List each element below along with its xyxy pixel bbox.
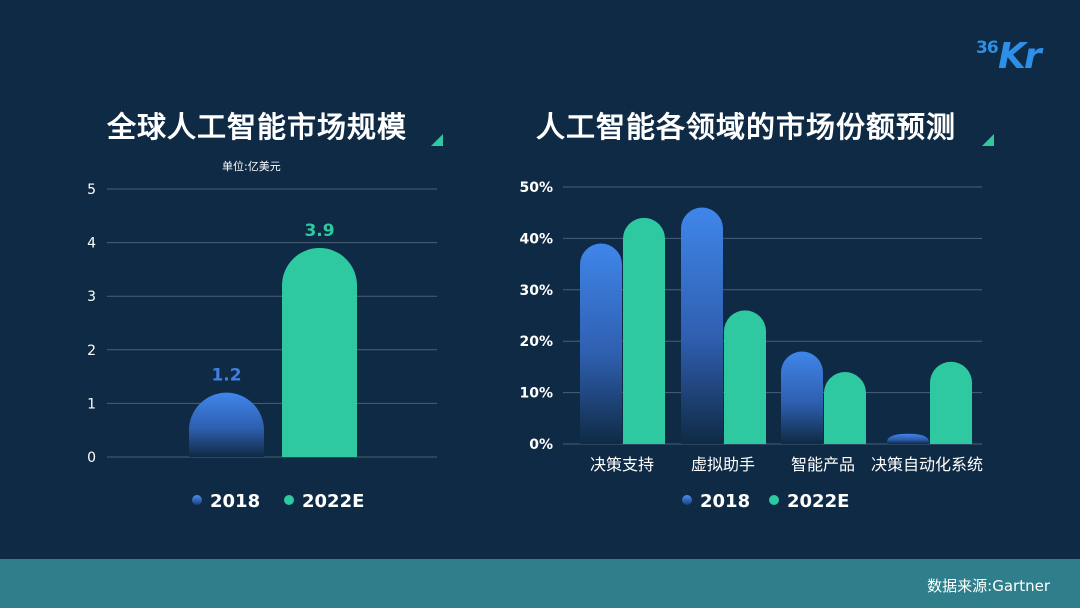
charts-canvas: 0 1 2 3 4 5 1.2 3.9 2018 2022E 0% 10% 20% 30% 40% 50% 决… xyxy=(87,180,983,512)
right-bar-2018-虚拟助手 xyxy=(681,207,723,444)
data-source: 数据来源:Gartner xyxy=(927,577,1050,595)
right-x-tick-label: 虚拟助手 xyxy=(691,455,755,474)
logo-number: 36 xyxy=(976,38,999,58)
right-y-tick-label: 50% xyxy=(519,180,553,196)
left-y-tick-label: 0 xyxy=(87,450,96,466)
right-bar-2022E-智能产品 xyxy=(824,372,866,444)
right-y-tick-label: 20% xyxy=(519,334,553,350)
left-bar-chart: 0 1 2 3 4 5 1.2 3.9 2018 2022E xyxy=(87,182,437,512)
left-y-tick-label: 5 xyxy=(87,182,96,198)
right-y-tick-label: 40% xyxy=(519,231,553,247)
left-title-corner-mark xyxy=(431,134,443,146)
left-y-tick-label: 1 xyxy=(87,396,96,412)
left-bar-2018 xyxy=(189,392,264,457)
left-y-tick-label: 2 xyxy=(87,343,96,359)
right-legend-marker-2022E xyxy=(769,495,779,505)
right-legend-label: 2022E xyxy=(787,491,849,512)
right-title-corner-mark xyxy=(982,134,994,146)
footer-bar: 数据来源:Gartner xyxy=(0,559,1080,608)
right-bar-2022E-决策自动化系统 xyxy=(930,361,972,444)
right-bar-2018-决策自动化系统 xyxy=(887,433,929,444)
right-legend-label: 2018 xyxy=(700,491,750,512)
right-y-tick-label: 0% xyxy=(529,437,553,453)
left-y-tick-label: 4 xyxy=(87,236,96,252)
right-y-tick-label: 30% xyxy=(519,283,553,299)
left-chart-title: 全球人工智能市场规模 xyxy=(107,110,408,144)
left-y-tick-label: 3 xyxy=(87,289,96,305)
right-bar-chart: 0% 10% 20% 30% 40% 50% 决策支持 虚拟助手 智能产品 决策自动化系统 2018… xyxy=(519,180,983,512)
logo-letters: Kr xyxy=(998,36,1042,77)
right-legend-marker-2018 xyxy=(682,495,692,505)
right-y-tick-label: 10% xyxy=(519,386,553,402)
right-bar-2022E-虚拟助手 xyxy=(724,310,766,444)
right-bar-2018-决策支持 xyxy=(580,243,622,444)
right-x-tick-label: 智能产品 xyxy=(791,455,855,474)
left-data-label: 1.2 xyxy=(211,366,241,386)
right-bar-2022E-决策支持 xyxy=(623,217,665,444)
left-chart-unit: 单位:亿美元 xyxy=(222,160,281,173)
right-x-tick-label: 决策自动化系统 xyxy=(871,455,983,474)
left-legend-marker-2018 xyxy=(192,495,202,505)
left-data-label: 3.9 xyxy=(304,221,334,241)
right-x-tick-label: 决策支持 xyxy=(590,455,654,474)
left-legend-label: 2018 xyxy=(210,491,260,512)
left-bar-2022E xyxy=(282,247,357,457)
right-bar-2018-智能产品 xyxy=(781,351,823,444)
left-legend-label: 2022E xyxy=(302,491,364,512)
right-chart-title: 人工智能各领域的市场份额预测 xyxy=(536,110,957,144)
left-legend-marker-2022E xyxy=(284,495,294,505)
